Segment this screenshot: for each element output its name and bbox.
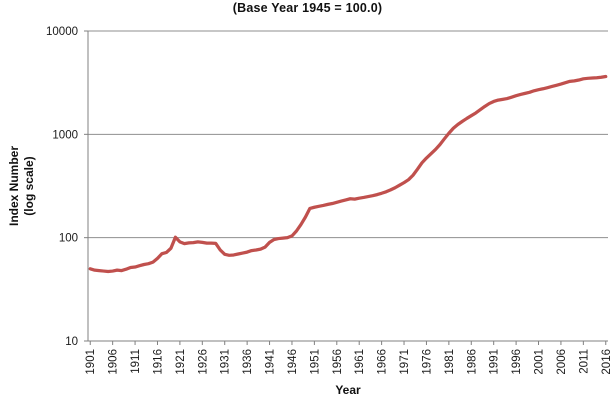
x-tick-label: 1916 (152, 349, 164, 375)
x-tick-label: 2016 (601, 349, 613, 375)
y-tick-label: 10000 (46, 26, 78, 38)
x-tick-label: 1976 (421, 349, 433, 375)
x-tick-label: 1911 (130, 349, 142, 374)
x-tick-label: 1941 (265, 349, 277, 375)
x-tick-label: 2001 (534, 349, 546, 375)
x-tick-label: 1901 (85, 349, 97, 375)
chart-title: (Base Year 1945 = 100.0) (232, 1, 383, 15)
x-tick-label: 1996 (511, 349, 523, 375)
x-tick-label: 1921 (175, 349, 187, 375)
y-tick-label: 100 (59, 233, 78, 245)
x-tick-label: 1986 (466, 349, 478, 375)
x-tick-label: 1951 (309, 349, 321, 375)
x-tick-label: 1961 (354, 349, 366, 375)
x-tick-label: 1956 (332, 349, 344, 375)
x-tick-label: 1906 (108, 349, 120, 375)
x-tick-label: 1991 (489, 349, 501, 375)
x-tick-label: 1971 (399, 349, 411, 375)
x-tick-label: 1946 (287, 349, 299, 375)
y-tick-label: 10 (65, 336, 78, 348)
y-tick-label: 1000 (52, 129, 78, 141)
x-tick-label: 2011 (578, 349, 590, 374)
data-line (88, 74, 608, 274)
x-tick-label: 1936 (242, 349, 254, 375)
x-tick-label: 1926 (197, 349, 209, 375)
x-tick-label: 1981 (444, 349, 456, 375)
x-tick-label: 2006 (556, 349, 568, 375)
x-tick-label: 1931 (220, 349, 232, 375)
x-tick-label: 1966 (377, 349, 389, 375)
x-axis-title: Year (335, 383, 361, 397)
